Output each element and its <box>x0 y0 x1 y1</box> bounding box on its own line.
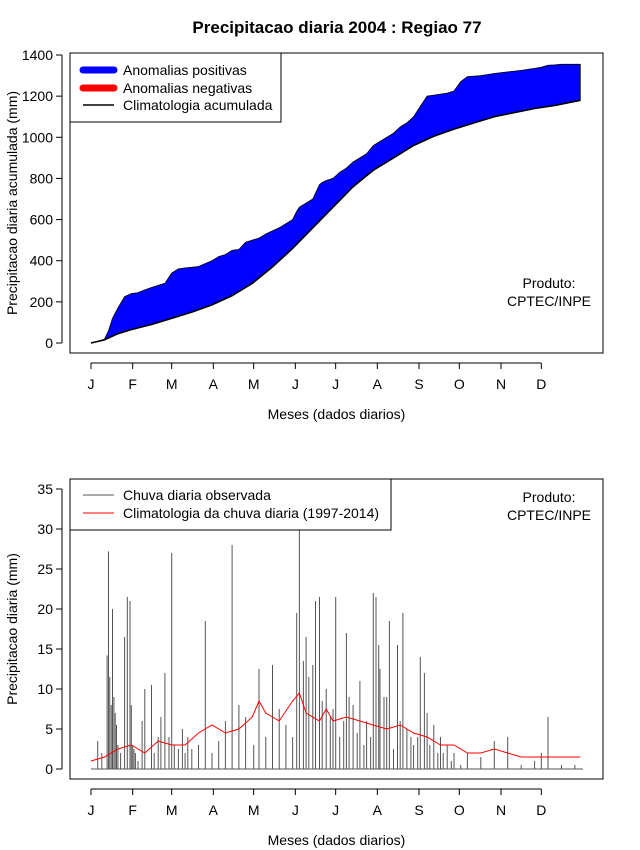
y-tick-label: 800 <box>30 170 54 186</box>
daily-precipitation-plot: 0 5 10 15 20 25 30 35 J F M A M J J A S O N D Meses (dados d… <box>4 478 604 848</box>
y-tick-label: 30 <box>37 521 53 537</box>
x-tick-label: F <box>128 802 137 818</box>
x-tick-label: M <box>248 376 260 392</box>
y-tick-label: 10 <box>37 681 53 697</box>
product-annotation: CPTEC/INPE <box>507 507 591 523</box>
legend-label: Anomalias negativas <box>123 80 252 96</box>
legend-box <box>69 478 392 531</box>
y-tick-label: 1400 <box>22 47 53 63</box>
x-tick-label: O <box>454 802 465 818</box>
x-tick-label: D <box>536 376 546 392</box>
x-tick-label: S <box>414 802 423 818</box>
plot-frame <box>69 52 604 354</box>
x-tick-label: J <box>88 802 95 818</box>
x-tick-label: D <box>536 802 546 818</box>
x-tick-label: J <box>332 376 339 392</box>
legend: Anomalias positivas Anomalias negativasCl… <box>69 52 282 123</box>
y-tick-label: 5 <box>45 721 53 737</box>
y-axis-label: Precipitacao diaria acumulada (mm) <box>4 91 20 315</box>
y-tick-label: 0 <box>45 761 53 777</box>
y-tick-label: 25 <box>37 561 53 577</box>
legend-label: Chuva diaria observada <box>123 487 271 503</box>
climatology-daily-line <box>90 692 581 762</box>
legend-label: Climatologia acumulada <box>123 97 273 113</box>
x-tick-label: J <box>88 376 95 392</box>
y-axis-label: Precipitacao diaria (mm) <box>4 553 20 705</box>
x-tick-label: A <box>373 802 383 818</box>
x-tick-label: M <box>248 802 260 818</box>
legend: Chuva diaria observada Climatologia da ch… <box>69 478 392 531</box>
x-tick-label: A <box>209 376 219 392</box>
y-tick-label: 1000 <box>22 129 53 145</box>
cumulative-precipitation-plot: 0 200 400 600 800 1000 1200 1400 J F M A M J J A S O N D Mes… <box>4 47 604 422</box>
climatology-cumulative-line <box>90 99 581 344</box>
x-tick-label: S <box>414 376 423 392</box>
y-tick-label: 35 <box>37 481 53 497</box>
x-tick-label: J <box>292 376 299 392</box>
y-tick-label: 15 <box>37 641 53 657</box>
x-tick-label: A <box>209 802 219 818</box>
x-axis-label: Meses (dados diarios) <box>268 406 406 422</box>
x-tick-label: M <box>166 376 178 392</box>
y-tick-label: 1200 <box>22 88 53 104</box>
x-tick-label: N <box>496 376 506 392</box>
x-axis-label: Meses (dados diarios) <box>268 832 406 848</box>
product-annotation: Produto: <box>523 275 576 291</box>
legend-label: Anomalias positivas <box>123 62 247 78</box>
y-tick-label: 200 <box>30 294 54 310</box>
x-tick-label: O <box>454 376 465 392</box>
product-annotation: CPTEC/INPE <box>507 293 591 309</box>
chart-title: Precipitacao diaria 2004 : Regiao 77 <box>192 18 481 37</box>
x-tick-label: J <box>292 802 299 818</box>
x-tick-label: N <box>496 802 506 818</box>
x-tick-label: F <box>128 376 137 392</box>
x-tick-label: J <box>332 802 339 818</box>
product-annotation: Produto: <box>523 489 576 505</box>
y-tick-label: 0 <box>45 335 53 351</box>
legend-label: Climatologia da chuva diaria (1997-2014) <box>123 505 379 521</box>
x-tick-label: M <box>166 802 178 818</box>
y-tick-label: 400 <box>30 253 54 269</box>
y-tick-label: 20 <box>37 601 53 617</box>
x-tick-label: A <box>373 376 383 392</box>
y-tick-label: 600 <box>30 212 54 228</box>
